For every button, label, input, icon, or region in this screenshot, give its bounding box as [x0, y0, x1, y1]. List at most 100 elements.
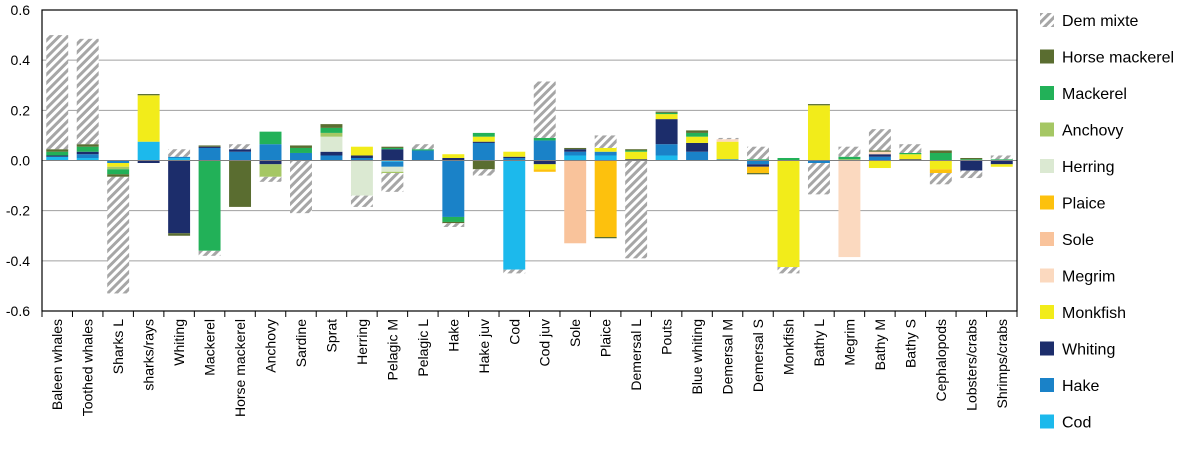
bar-segment-hake-juv-mackerel: [472, 132, 495, 137]
legend-item-whiting: Whiting: [1040, 341, 1115, 359]
x-tick-label: Megrim: [841, 319, 857, 366]
bar-segment-plaice-plaice: [594, 160, 617, 238]
bar-segment-whiting-hake: [168, 156, 191, 158]
bar-segment-sole-horse-mackerel: [564, 147, 587, 150]
bar-segment-hake-juv-horse-mackerel: [472, 160, 495, 170]
x-tick-label: Monkfish: [780, 319, 796, 375]
bar-segment-herring-herring: [350, 160, 373, 196]
y-tick-label: 0.2: [11, 102, 31, 118]
x-tick-label: Mackerel: [202, 319, 218, 376]
bar-segment-pelagic-l-mackerel: [411, 149, 434, 151]
bar-segment-sole-whiting: [564, 149, 587, 152]
bar-segment-bathy-m-hake: [868, 156, 891, 161]
bar-segment-pelagic-l-hake: [411, 150, 434, 161]
bar-segment-plaice-monkfish: [594, 147, 617, 152]
legend-label: Hake: [1062, 378, 1099, 395]
legend-swatch: [1040, 49, 1054, 64]
x-tick-label: Toothed whales: [80, 319, 96, 416]
legend-label: Anchovy: [1062, 123, 1123, 140]
bar-segment-herring-monkfish: [350, 146, 373, 156]
bar-segment-bathy-m-horse-mackerel: [868, 150, 891, 152]
bar-segment-sprat-whiting: [320, 151, 343, 156]
x-tick-label: Bathy M: [872, 319, 888, 370]
bar-segment-demersal-s-hake: [747, 160, 769, 165]
x-tick-label: Cod juv: [537, 319, 553, 366]
y-tick-label: 0.6: [11, 2, 31, 18]
x-tick-label: Demersal S: [750, 319, 766, 392]
legend: Dem mixte Horse mackerel Mackerel Anchovy He…: [1040, 13, 1174, 432]
bar-segment-sharks-l-horse-mackerel: [107, 174, 130, 177]
y-tick-label: 0.0: [11, 153, 31, 169]
bar-segment-bathy-m-whiting: [868, 154, 891, 157]
legend-label: Cod: [1062, 415, 1091, 432]
legend-label: Megrim: [1062, 269, 1115, 286]
bar-segment-mackerel-horse-mackerel: [198, 145, 221, 147]
x-tick-label: Anchovy: [263, 319, 279, 373]
legend-label: Mackerel: [1062, 86, 1127, 103]
bar-segment-toothed-whales-hake: [76, 154, 99, 158]
bar-segment-pelagic-m-horse-mackerel: [381, 146, 404, 148]
legend-item-monkfish: Monkfish: [1040, 305, 1126, 322]
axis-layer: -0.6 -0.4 -0.2 0.0 0.2 0.4 0.6 Baleen whales Too…: [6, 2, 1018, 417]
bar-segment-pouts-cod: [655, 155, 678, 161]
bar-segment-pelagic-m-anchovy: [381, 171, 404, 174]
bar-segment-sardine-dem-mixte: [290, 160, 312, 214]
bar-segment-plaice-cod: [594, 155, 617, 161]
bar-segment-bathy-s-mackerel: [899, 152, 922, 155]
bar-segment-bathy-m-megrim: [868, 151, 891, 155]
bar-segment-whiting-cod: [168, 157, 191, 161]
bar-segment-hake-hake: [442, 160, 465, 217]
bar-segment-demersal-m-hake: [716, 159, 739, 161]
bar-segment-plaice-horse-mackerel: [594, 237, 617, 239]
bar-segment-demersal-l-whiting: [625, 159, 648, 161]
bar-segment-hake-mackerel: [442, 216, 465, 222]
bar-segment-toothed-whales-horse-mackerel: [76, 144, 99, 147]
bar-segment-demersal-m-megrim: [716, 139, 739, 142]
bar-segment-cod-juv-whiting: [533, 160, 556, 165]
bar-segment-sharks-rays-cod: [137, 141, 160, 161]
y-tick-label: 0.4: [11, 52, 31, 68]
bar-segment-pouts-monkfish: [655, 114, 678, 120]
bar-segment-anchovy-mackerel: [259, 131, 282, 145]
bar-segment-hake-monkfish: [442, 154, 465, 158]
x-tick-label: Horse mackerel: [232, 319, 248, 417]
bar-segment-lobsters-crabs-whiting: [960, 160, 983, 171]
legend-swatch: [1040, 378, 1054, 392]
bar-segment-cod-cod: [503, 160, 526, 270]
x-tick-label: Shrimps/crabs: [994, 319, 1010, 408]
bar-segment-pelagic-m-hake: [381, 161, 404, 167]
bar-segment-bathy-s-monkfish: [899, 154, 922, 160]
bar-segment-horse-mackerel-horse-mackerel: [229, 160, 252, 207]
bar-segment-herring-hake: [350, 157, 373, 161]
bar-segment-megrim-anchovy: [838, 159, 861, 161]
x-tick-label: Pelagic M: [384, 319, 400, 380]
bar-segment-anchovy-whiting: [259, 160, 282, 165]
bar-segment-megrim-mackerel: [838, 156, 861, 160]
bar-segment-baleen-whales-cod: [46, 156, 69, 161]
legend-label: Herring: [1062, 159, 1114, 176]
bar-segment-blue-whiting-hake: [686, 151, 709, 161]
legend-swatch: [1040, 268, 1054, 283]
bar-segment-sharks-rays-horse-mackerel: [137, 94, 160, 96]
bar-segment-bathy-l-hake: [807, 160, 830, 164]
bar-segment-blue-whiting-horse-mackerel: [686, 130, 709, 133]
bar-segment-cephalopods-monkfish: [929, 160, 952, 170]
x-tick-label: Pelagic L: [415, 319, 431, 377]
x-tick-label: Sole: [567, 319, 583, 347]
legend-swatch: [1040, 305, 1054, 319]
bar-segment-demersal-s-dem-mixte: [747, 146, 769, 160]
bar-segment-pelagic-m-herring: [381, 166, 404, 172]
legend-item-mackerel: Mackerel: [1040, 86, 1127, 103]
bar-segment-sole-sole: [564, 160, 587, 244]
bar-segment-hake-whiting: [442, 157, 465, 161]
bars-layer: [46, 35, 1013, 294]
x-tick-label: Bathy S: [902, 319, 918, 368]
bar-segment-megrim-dem-mixte: [838, 146, 861, 157]
bar-segment-demersal-s-whiting: [747, 164, 769, 167]
bar-segment-sprat-hake: [320, 155, 343, 161]
bar-segment-sharks-rays-monkfish: [137, 95, 160, 142]
bar-segment-sardine-mackerel: [290, 147, 312, 153]
bar-segment-sharks-l-mackerel: [107, 169, 130, 175]
bar-segment-anchovy-hake: [259, 144, 282, 161]
bar-segment-sharks-l-monkfish: [107, 163, 130, 167]
